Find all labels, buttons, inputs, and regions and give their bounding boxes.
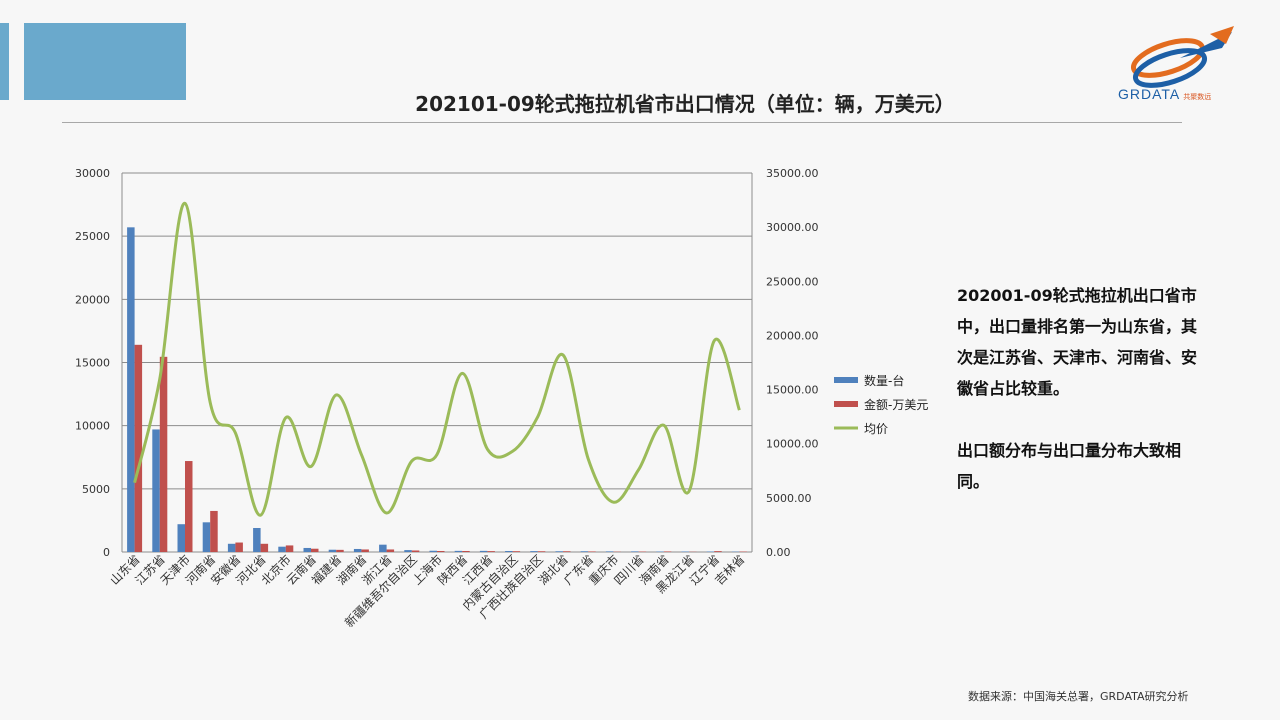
bar-quantity (278, 546, 286, 552)
y-left-tick-label: 20000 (75, 293, 110, 306)
y-left-tick-label: 0 (103, 546, 110, 559)
bar-amount (336, 549, 344, 552)
bar-amount (361, 549, 369, 552)
y-right-tick-label: 0.00 (766, 546, 791, 559)
bar-amount (714, 551, 722, 552)
summary-text: 202001-09轮式拖拉机出口省市中，出口量排名第一为山东省，其次是江苏省、天… (957, 280, 1212, 528)
bar-amount (386, 549, 395, 552)
bar-quantity (127, 227, 135, 552)
bar-quantity (379, 544, 387, 552)
bar-amount (537, 551, 546, 552)
y-left-tick-label: 15000 (75, 357, 110, 370)
y-left-tick-label: 5000 (82, 483, 110, 496)
y-left-tick-label: 30000 (75, 167, 110, 180)
y-right-tick-label: 20000.00 (766, 329, 819, 342)
bar-amount (311, 548, 319, 552)
bar-quantity (328, 549, 337, 552)
bar-quantity (706, 551, 715, 552)
bar-quantity (253, 527, 261, 552)
legend-label-amount: 金额-万美元 (864, 397, 928, 412)
bar-quantity (505, 550, 513, 552)
bar-quantity (404, 550, 412, 552)
bar-amount (411, 550, 420, 552)
bar-amount (134, 344, 143, 552)
bar-quantity (454, 550, 463, 552)
bar-quantity (580, 551, 589, 552)
summary-paragraph-2: 出口额分布与出口量分布大致相同。 (957, 441, 1182, 491)
bar-quantity (681, 551, 689, 552)
globe-arrow-logo (1130, 26, 1234, 88)
bar-quantity (227, 543, 236, 552)
bar-quantity (353, 548, 362, 552)
bar-quantity (177, 524, 185, 552)
bar-amount (159, 356, 168, 552)
bar-quantity (479, 550, 488, 552)
y-right-tick-label: 30000.00 (766, 221, 819, 234)
y-right-tick-label: 10000.00 (766, 438, 819, 451)
accent-bar (0, 23, 9, 100)
bar-amount (185, 461, 193, 552)
bar-amount (260, 543, 269, 552)
bar-quantity (631, 551, 639, 552)
legend-swatch-quantity (834, 377, 858, 383)
chart: 30000 25000 20000 15000 10000 5000 0 35000.00 30… (75, 167, 928, 630)
slide-title: 202101-09轮式拖拉机省市出口情况（单位：辆，万美元） (415, 92, 955, 116)
legend-label-price: 均价 (864, 422, 888, 436)
data-source: 数据来源：中国海关总署，GRDATA研究分析 (968, 690, 1189, 703)
bar-quantity (429, 550, 437, 552)
summary-paragraph-1: 202001-09轮式拖拉机出口省市中，出口量排名第一为山东省，其次是江苏省、天… (957, 286, 1198, 398)
bar-amount (487, 551, 495, 552)
bar-amount (512, 551, 521, 552)
accent-block (24, 23, 186, 100)
bar-quantity (530, 551, 538, 552)
y-left-tick-label: 25000 (75, 230, 110, 243)
bar-quantity (202, 522, 211, 552)
legend-label-quantity: 数量-台 (864, 373, 904, 388)
legend-swatch-amount (834, 401, 858, 407)
bar-quantity (656, 551, 664, 552)
line-price (133, 201, 741, 517)
bar-amount (462, 550, 470, 552)
y-right-tick-label: 5000.00 (766, 492, 812, 505)
bar-amount (437, 550, 445, 552)
bar-amount (235, 542, 243, 552)
bar-amount (588, 551, 596, 552)
bar-amount (210, 510, 218, 552)
title-divider (62, 122, 1182, 123)
bar-quantity (555, 551, 563, 552)
bar-quantity (152, 429, 160, 552)
bar-quantity (303, 547, 311, 552)
y-right-tick-label: 15000.00 (766, 384, 819, 397)
bar-amount (563, 551, 571, 552)
bar-amount (285, 545, 294, 552)
y-right-tick-label: 25000.00 (766, 275, 819, 288)
bar-amount (663, 551, 672, 552)
y-left-tick-label: 10000 (75, 420, 110, 433)
bar-quantity (605, 551, 614, 552)
y-right-tick-label: 35000.00 (766, 167, 819, 180)
logo-text: GRDATA 共聚数远 (1118, 86, 1212, 102)
